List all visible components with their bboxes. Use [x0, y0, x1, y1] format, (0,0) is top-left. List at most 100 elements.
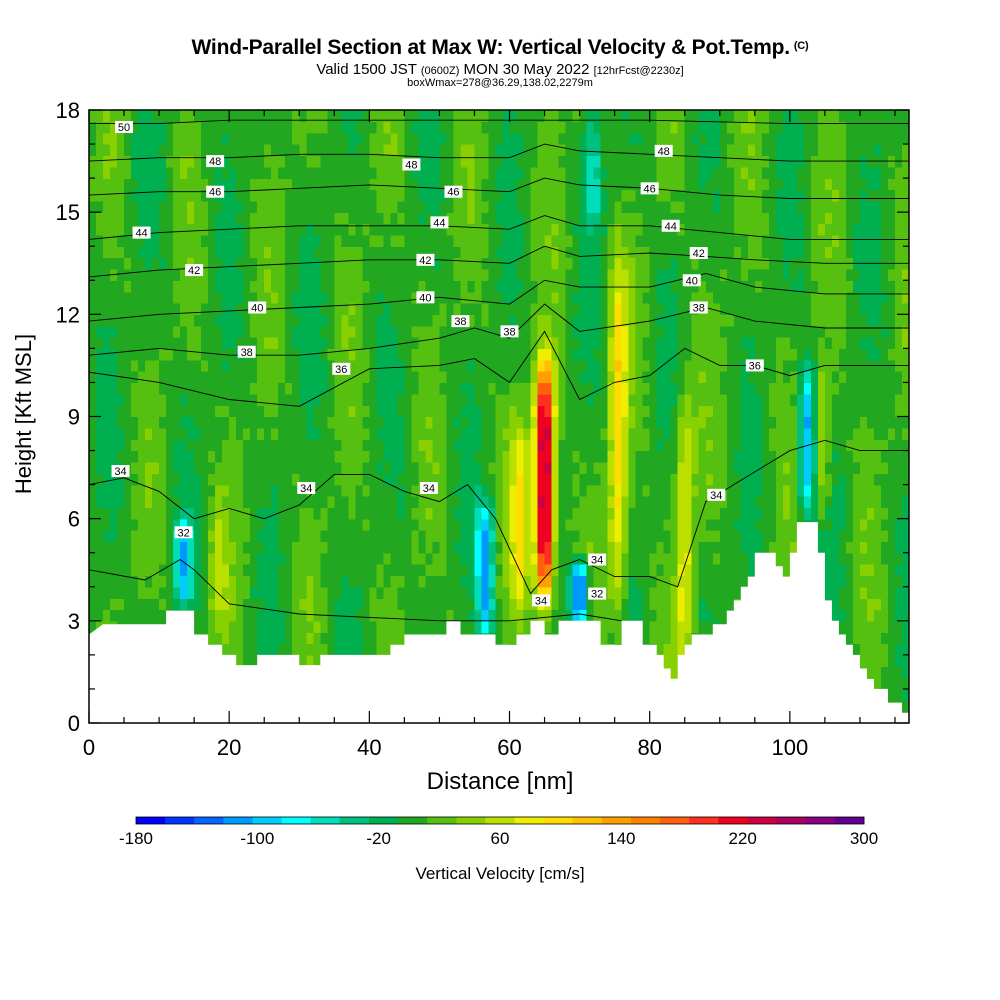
velocity-cell	[320, 632, 328, 645]
velocity-cell	[642, 416, 651, 429]
velocity-cell	[509, 382, 518, 395]
velocity-cell	[173, 348, 181, 361]
velocity-cell	[593, 155, 602, 168]
velocity-cell	[670, 155, 679, 168]
velocity-cell	[530, 200, 539, 213]
velocity-cell	[334, 416, 342, 429]
velocity-cell	[236, 473, 244, 486]
chart-title-text: Wind-Parallel Section at Max W: Vertical…	[191, 36, 791, 59]
velocity-cell	[89, 552, 97, 565]
velocity-cell	[334, 518, 342, 531]
velocity-cell	[180, 212, 188, 225]
velocity-cell	[691, 484, 700, 497]
velocity-cell	[138, 382, 146, 395]
velocity-cell	[481, 200, 490, 213]
velocity-cell	[348, 609, 356, 622]
velocity-cell	[495, 632, 504, 645]
velocity-cell	[229, 620, 237, 633]
velocity-cell	[432, 257, 440, 270]
velocity-cell	[684, 427, 693, 440]
velocity-cell	[138, 473, 146, 486]
velocity-cell	[418, 268, 426, 281]
velocity-cell	[369, 552, 377, 565]
velocity-cell	[635, 257, 644, 270]
velocity-cell	[348, 586, 356, 599]
velocity-cell	[306, 586, 314, 599]
velocity-cell	[670, 484, 679, 497]
velocity-cell	[411, 393, 419, 406]
velocity-cell	[320, 416, 328, 429]
velocity-cell	[684, 189, 693, 202]
velocity-cell	[411, 178, 419, 191]
velocity-cell	[474, 439, 483, 452]
velocity-cell	[544, 110, 553, 122]
velocity-cell	[152, 223, 160, 236]
velocity-cell	[474, 518, 483, 531]
velocity-cell	[537, 144, 546, 157]
velocity-cell	[516, 575, 525, 588]
velocity-cell	[264, 110, 272, 122]
velocity-cell	[705, 620, 714, 633]
velocity-cell	[250, 552, 258, 565]
velocity-cell	[229, 337, 237, 349]
velocity-cell	[124, 541, 132, 554]
velocity-cell	[159, 212, 167, 225]
velocity-cell	[656, 427, 665, 440]
velocity-cell	[278, 416, 286, 429]
velocity-cell	[544, 473, 553, 486]
velocity-cell	[600, 257, 609, 270]
velocity-cell	[222, 200, 230, 213]
velocity-cell	[537, 484, 546, 497]
velocity-cell	[89, 507, 97, 520]
velocity-cell	[558, 280, 567, 293]
velocity-cell	[362, 427, 370, 440]
velocity-cell	[264, 575, 272, 588]
velocity-cell	[558, 382, 567, 395]
velocity-cell	[649, 484, 658, 497]
velocity-cell	[145, 405, 153, 418]
velocity-cell	[117, 132, 125, 145]
velocity-cell	[649, 393, 658, 406]
velocity-cell	[607, 110, 616, 122]
velocity-cell	[446, 314, 454, 327]
velocity-cell	[712, 405, 721, 418]
velocity-cell	[432, 144, 440, 157]
velocity-cell	[439, 382, 447, 395]
velocity-cell	[677, 280, 686, 293]
velocity-cell	[341, 530, 349, 542]
velocity-cell	[684, 178, 693, 191]
velocity-cell	[313, 439, 321, 452]
velocity-cell	[278, 598, 286, 611]
velocity-cell	[663, 337, 672, 349]
velocity-cell	[376, 393, 384, 406]
velocity-cell	[222, 382, 230, 395]
velocity-cell	[278, 234, 286, 247]
velocity-cell	[579, 178, 588, 191]
velocity-cell	[677, 166, 686, 179]
velocity-cell	[383, 234, 391, 247]
velocity-cell	[222, 507, 230, 520]
velocity-cell	[607, 359, 616, 372]
velocity-cell	[607, 393, 616, 406]
velocity-cell	[229, 541, 237, 554]
velocity-cell	[586, 359, 595, 372]
velocity-cell	[180, 110, 188, 122]
velocity-cell	[446, 393, 454, 406]
velocity-cell	[390, 280, 398, 293]
velocity-cell	[544, 337, 553, 349]
velocity-cell	[593, 144, 602, 157]
velocity-cell	[397, 473, 405, 486]
velocity-cell	[502, 598, 511, 611]
velocity-cell	[194, 575, 202, 588]
velocity-cell	[439, 337, 447, 349]
velocity-cell	[509, 166, 518, 179]
velocity-cell	[222, 348, 230, 361]
velocity-cell	[201, 609, 209, 622]
velocity-cell	[383, 575, 391, 588]
velocity-cell	[404, 575, 412, 588]
velocity-cell	[103, 348, 111, 361]
velocity-cell	[103, 166, 111, 179]
velocity-cell	[663, 303, 672, 315]
velocity-cell	[467, 484, 476, 497]
velocity-cell	[663, 268, 672, 281]
